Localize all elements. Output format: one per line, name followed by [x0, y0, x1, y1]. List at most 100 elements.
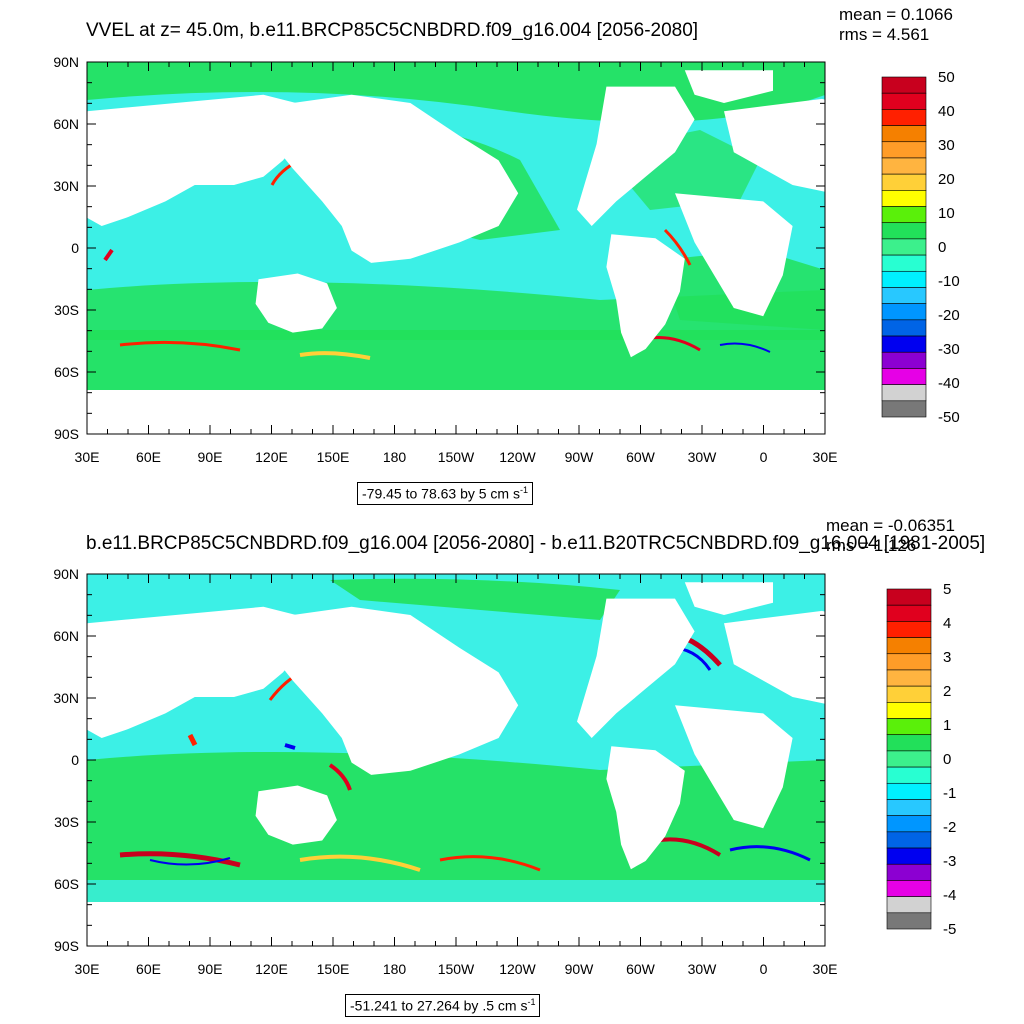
colorbar-swatch — [881, 92, 927, 110]
colorbar-label: -20 — [938, 307, 960, 324]
colorbar-label: 1 — [943, 717, 951, 734]
lon-label: 60W — [626, 449, 656, 465]
colorbar-swatch — [886, 637, 932, 655]
lat-label: 90S — [54, 938, 79, 954]
lon-label: 0 — [760, 449, 768, 465]
panel1-rms: rms = 4.561 — [839, 25, 930, 44]
colorbar-swatch — [881, 287, 927, 304]
lat-label: 60S — [54, 876, 79, 892]
colorbar-label: -2 — [943, 819, 956, 836]
colorbar-swatch — [881, 319, 927, 337]
lat-label: 0 — [71, 240, 79, 256]
colorbar-swatch — [881, 270, 927, 288]
colorbar-label: 50 — [938, 69, 955, 86]
colorbar-swatch — [881, 206, 927, 224]
colorbar-swatch — [886, 831, 932, 849]
colorbar-swatch — [886, 702, 932, 719]
lon-label: 60E — [136, 449, 161, 465]
lon-label: 120W — [499, 961, 536, 977]
colorbar-swatch — [881, 109, 927, 126]
panel1-map: 90N 60N 30N 0 30S 60S 90S 30E 60E 90E 120E 150E 180… — [53, 54, 959, 465]
colorbar-swatch — [881, 173, 927, 191]
colorbar-label: 5 — [943, 581, 951, 598]
colorbar-label: 0 — [943, 751, 951, 768]
colorbar-swatch — [886, 718, 932, 736]
colorbar-swatch — [881, 238, 927, 256]
lat-label: 30N — [53, 178, 79, 194]
colorbar-swatch — [881, 384, 927, 402]
colorbar-label: -1 — [943, 785, 956, 802]
lon-label: 30E — [813, 961, 838, 977]
colorbar-swatch — [881, 368, 927, 385]
panel1-lat-axis: 90N 60N 30N 0 30S 60S 90S — [53, 54, 825, 442]
panel2-mean: mean = -0.06351 — [826, 516, 956, 535]
lon-label: 90W — [565, 449, 595, 465]
colorbar-swatch — [881, 157, 927, 175]
colorbar-swatch — [881, 141, 927, 159]
colorbar-label: 3 — [943, 649, 951, 666]
panel2-lat-axis: 90N 60N 30N 0 30S 60S 90S — [53, 566, 825, 954]
lon-label: 30E — [75, 449, 100, 465]
lat-label: 30S — [54, 302, 79, 318]
colorbar-swatch — [886, 734, 932, 752]
panel1-range-text: -79.45 to 78.63 by 5 cm s — [362, 485, 520, 502]
colorbar-swatch — [886, 815, 932, 833]
lon-label: 30E — [813, 449, 838, 465]
lat-label: 60N — [53, 116, 79, 132]
colorbar-swatch — [881, 335, 927, 353]
lon-label: 30E — [75, 961, 100, 977]
colorbar-swatch — [886, 896, 932, 914]
colorbar-swatch — [886, 782, 932, 800]
colorbar-label: 4 — [943, 615, 951, 632]
lat-label: 30N — [53, 690, 79, 706]
colorbar-label: -40 — [938, 375, 960, 392]
panel2-title: b.e11.BRCP85C5CNBDRD.f09_g16.004 [2056-2… — [86, 533, 986, 554]
colorbar-label: 0 — [938, 239, 946, 256]
lon-label: 150W — [438, 449, 475, 465]
colorbar-swatch — [886, 863, 932, 881]
lat-label: 30S — [54, 814, 79, 830]
lon-label: 60W — [626, 961, 656, 977]
panel2-lon-axis: 30E 60E 90E 120E 150E 180 150W 120W 90W 60W 30W 0 30… — [75, 574, 838, 977]
lon-label: 150E — [317, 961, 350, 977]
lon-label: 180 — [383, 961, 407, 977]
colorbar-swatch — [886, 669, 932, 687]
colorbar-swatch — [886, 766, 932, 784]
lon-label: 120E — [255, 449, 288, 465]
colorbar-swatch — [881, 400, 927, 418]
panel1-lon-axis: 30E 60E 90E 120E 150E 180 150W 120W 90W 60W 30W 0 30… — [75, 62, 838, 465]
panel2-range-text: -51.241 to 27.264 by .5 cm s — [350, 997, 528, 1014]
lon-label: 150E — [317, 449, 350, 465]
colorbar-label: 2 — [943, 683, 951, 700]
colorbar-swatch — [886, 588, 932, 606]
colorbar-label: -4 — [943, 887, 956, 904]
colorbar-label: -10 — [938, 273, 960, 290]
colorbar-swatch — [886, 880, 932, 897]
lat-label: 90N — [53, 566, 79, 582]
lat-label: 90S — [54, 426, 79, 442]
colorbar-label: -30 — [938, 341, 960, 358]
colorbar-swatch — [881, 222, 927, 240]
colorbar-swatch — [881, 303, 927, 321]
colorbar-label: 10 — [938, 205, 955, 222]
lat-label: 90N — [53, 54, 79, 70]
colorbar-label: -3 — [943, 853, 956, 870]
colorbar-label: 30 — [938, 137, 955, 154]
colorbar-label: 20 — [938, 171, 955, 188]
panel2-map: 90N 60N 30N 0 30S 60S 90S 30E 60E 90E 120E 150E 180… — [53, 566, 956, 977]
lon-label: 180 — [383, 449, 407, 465]
colorbar-swatch — [881, 76, 927, 94]
colorbar-swatch — [881, 254, 927, 272]
panel2-rms: rms = 1.126 — [826, 536, 917, 555]
colorbar-label: 40 — [938, 103, 955, 120]
lon-label: 90W — [565, 961, 595, 977]
colorbar-swatch — [886, 653, 932, 671]
lon-label: 30W — [688, 961, 718, 977]
lat-label: 60S — [54, 364, 79, 380]
panel1-title: VVEL at z= 45.0m, b.e11.BRCP85C5CNBDRD.f… — [86, 20, 699, 41]
colorbar-swatch — [886, 621, 932, 638]
colorbar-swatch — [881, 125, 927, 143]
colorbar-swatch — [886, 685, 932, 703]
lon-label: 30W — [688, 449, 718, 465]
